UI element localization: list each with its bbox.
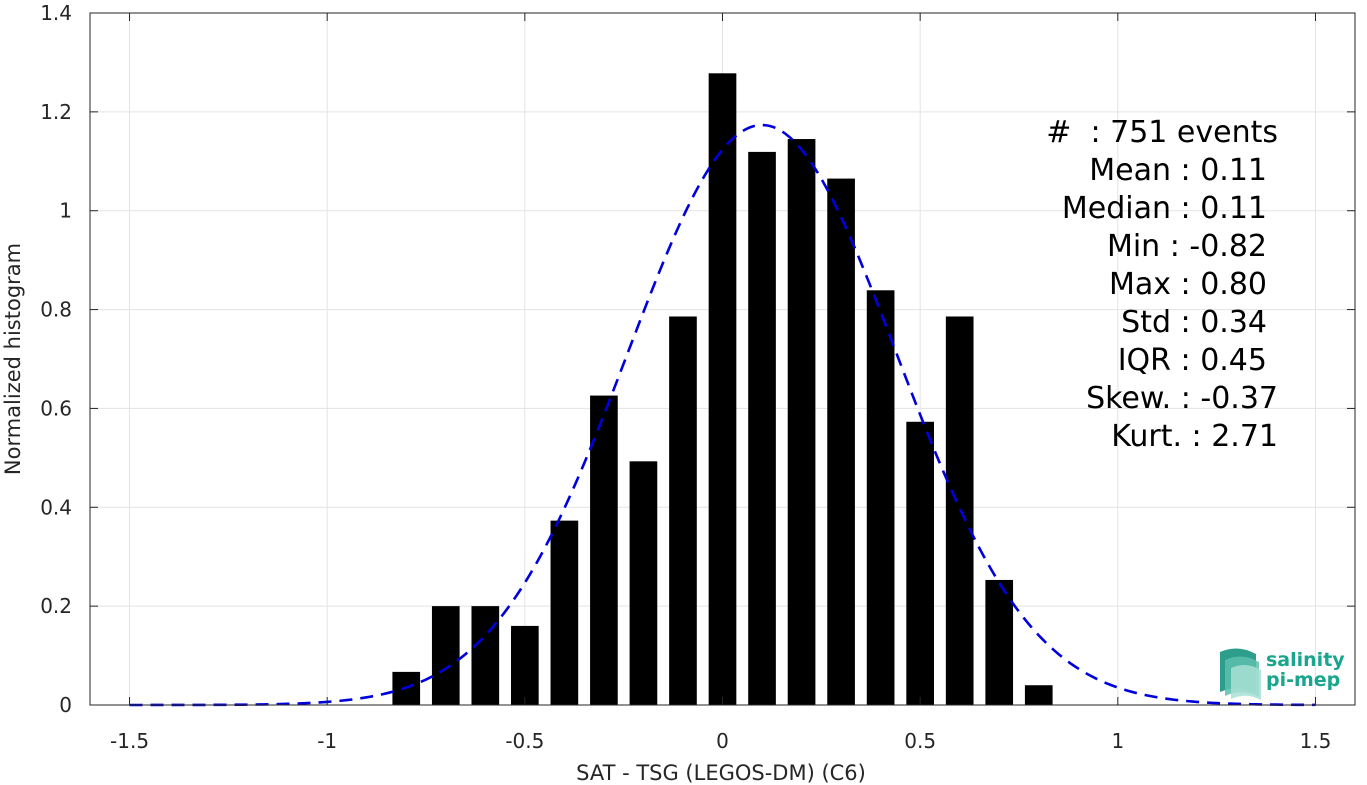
y-tick-label: 0.4 [40, 495, 72, 519]
histogram-bar [866, 290, 895, 705]
stats-box: # : 751 events Mean : 0.11 Median : 0.11… [1046, 115, 1278, 454]
histogram-bar [787, 139, 816, 706]
axis-ticks [90, 12, 1355, 706]
y-tick-label: 0.6 [40, 396, 72, 420]
y-axis-title: Normalized histogram [1, 243, 25, 475]
histogram-bar [748, 151, 776, 705]
x-tick-label: 0.5 [904, 729, 936, 753]
stat-std: Std : 0.34 [1121, 305, 1267, 340]
x-tick-label: 1 [1111, 729, 1124, 753]
histogram-bar [629, 461, 658, 705]
histogram-bar [590, 395, 618, 705]
stat-kurt: Kurt. : 2.71 [1111, 419, 1278, 454]
x-tick-label: 0 [716, 729, 729, 753]
x-axis-title: SAT - TSG (LEGOS-DM) (C6) [576, 761, 866, 785]
y-tick-label: 0.8 [40, 298, 72, 322]
stat-skew: Skew. : -0.37 [1086, 381, 1278, 416]
y-tick-label: 0.2 [40, 594, 72, 618]
stat-min: Min : -0.82 [1107, 229, 1267, 264]
y-tick-labels: 0 0.2 0.4 0.6 0.8 1 1.2 1.4 [40, 1, 72, 717]
stat-mean: Mean : 0.11 [1089, 153, 1267, 188]
x-tick-labels: -1.5 -1 -0.5 0 0.5 1 1.5 [110, 729, 1331, 753]
histogram-bar [471, 606, 500, 705]
x-tick-label: -1 [317, 729, 337, 753]
histogram-bar [431, 606, 460, 705]
histogram-bar [1024, 685, 1053, 705]
x-tick-label: 1.5 [1300, 729, 1332, 753]
x-tick-label: -1.5 [110, 729, 149, 753]
histogram-bar [669, 316, 697, 705]
logo-text-line1: salinity [1266, 649, 1345, 671]
stat-max: Max : 0.80 [1109, 267, 1267, 302]
stat-count: # : 751 events [1046, 115, 1278, 150]
y-tick-label: 1.4 [40, 1, 72, 25]
x-tick-label: -0.5 [505, 729, 544, 753]
logo-text-line2: pi-mep [1266, 669, 1340, 691]
y-tick-label: 0 [59, 693, 72, 717]
stat-median: Median : 0.11 [1062, 191, 1267, 226]
histogram-bar [708, 73, 737, 705]
histogram-bar [906, 421, 934, 705]
histogram-bar [985, 579, 1014, 705]
stat-iqr: IQR : 0.45 [1118, 343, 1267, 378]
histogram-bars [392, 73, 1053, 706]
wave-logo-icon [1220, 648, 1261, 700]
y-tick-label: 1 [59, 199, 72, 223]
histogram-bar [511, 625, 539, 705]
histogram-bar [827, 178, 855, 706]
y-tick-label: 1.2 [40, 100, 72, 124]
histogram-bar [550, 520, 579, 705]
salinity-pi-mep-logo: salinity pi-mep [1220, 648, 1345, 700]
